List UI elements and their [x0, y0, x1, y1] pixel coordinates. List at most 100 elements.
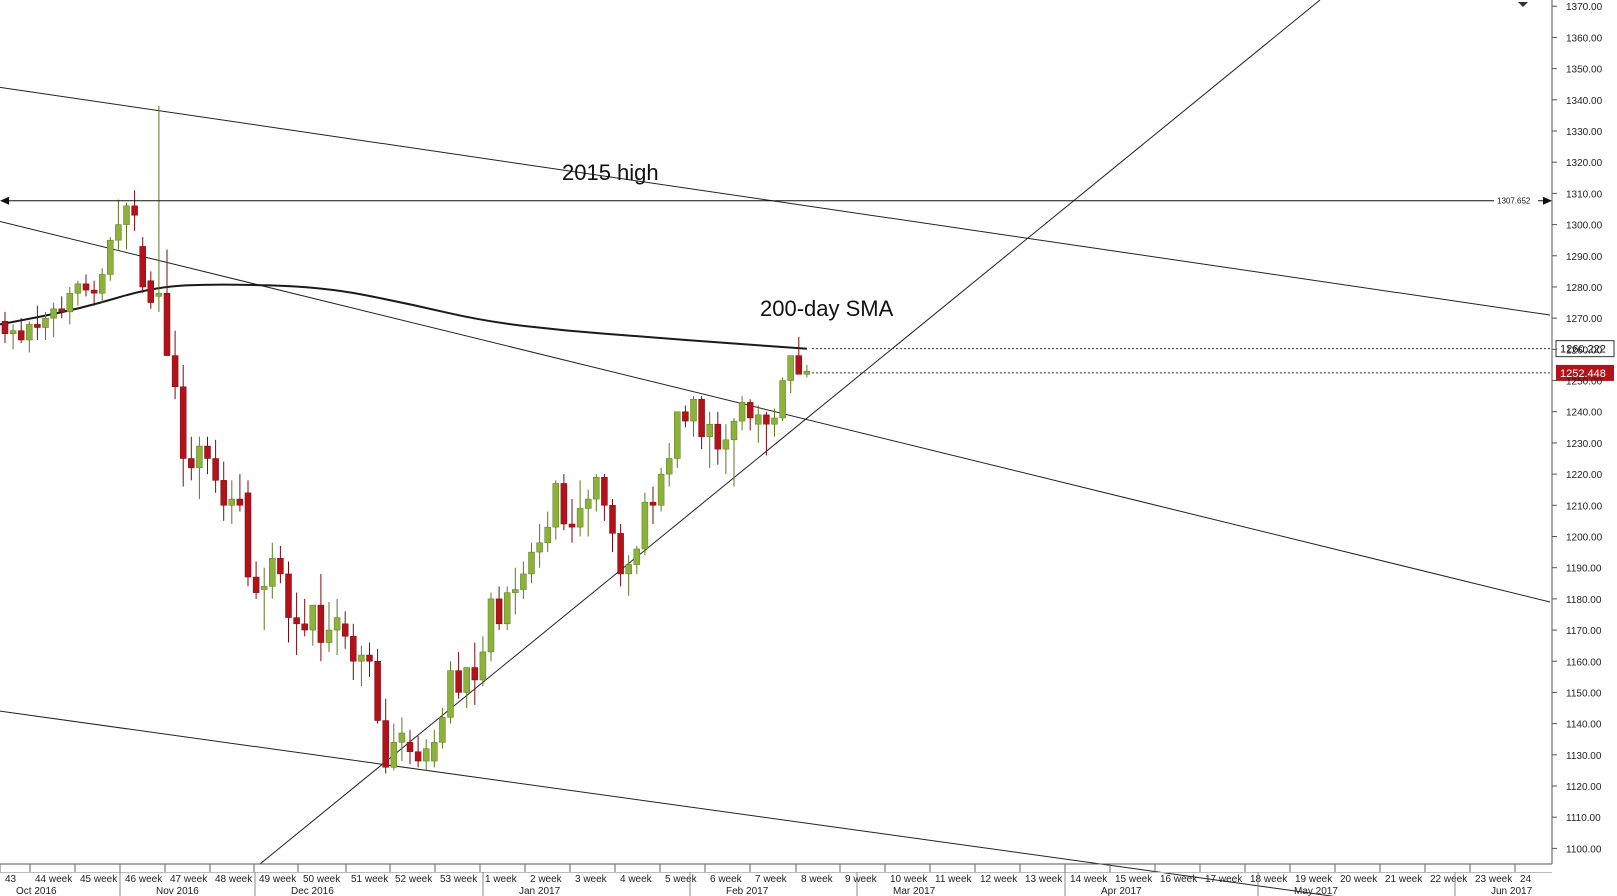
candle[interactable]: [698, 396, 705, 450]
candle[interactable]: [1, 311, 9, 344]
candle[interactable]: [649, 486, 657, 525]
scroll-down-icon[interactable]: [1518, 2, 1528, 7]
candle[interactable]: [414, 736, 422, 768]
candle[interactable]: [58, 296, 65, 319]
candle[interactable]: [293, 592, 300, 656]
candle[interactable]: [487, 592, 495, 662]
candle[interactable]: [722, 424, 730, 475]
candle[interactable]: [171, 330, 179, 400]
candle[interactable]: [528, 542, 535, 584]
candle[interactable]: [50, 302, 57, 337]
candle[interactable]: [803, 364, 811, 378]
candle[interactable]: [584, 489, 592, 537]
candle[interactable]: [406, 729, 414, 765]
candle[interactable]: [455, 651, 462, 699]
candle[interactable]: [625, 555, 632, 596]
candle[interactable]: [674, 411, 681, 468]
candle[interactable]: [520, 561, 527, 599]
candle[interactable]: [714, 411, 722, 465]
candle[interactable]: [17, 318, 25, 344]
candle[interactable]: [706, 411, 713, 468]
candle[interactable]: [552, 480, 560, 540]
candle[interactable]: [601, 474, 608, 521]
candle[interactable]: [544, 511, 551, 553]
candle[interactable]: [495, 586, 503, 631]
levels[interactable]: 1307.652 1260.222 1252.448: [0, 194, 1615, 381]
candle[interactable]: [107, 237, 114, 281]
trendlines[interactable]: [0, 0, 1551, 896]
candle[interactable]: [503, 586, 511, 631]
candle[interactable]: [657, 467, 665, 512]
candle[interactable]: [66, 286, 74, 325]
candle[interactable]: [682, 405, 689, 428]
candle[interactable]: [42, 311, 49, 340]
candle[interactable]: [779, 377, 786, 422]
candle[interactable]: [285, 561, 292, 643]
candle[interactable]: [617, 524, 624, 587]
candle[interactable]: [123, 202, 130, 250]
candle[interactable]: [252, 561, 260, 599]
candles[interactable]: [1, 106, 811, 774]
candle[interactable]: [9, 324, 17, 350]
candle[interactable]: [536, 524, 543, 568]
candle[interactable]: [755, 405, 762, 443]
candle[interactable]: [374, 648, 381, 724]
candle[interactable]: [795, 336, 803, 375]
candle[interactable]: [34, 305, 41, 340]
candle[interactable]: [568, 499, 576, 543]
candle[interactable]: [196, 436, 203, 500]
candle[interactable]: [641, 492, 649, 556]
candle[interactable]: [576, 480, 584, 537]
candle[interactable]: [333, 598, 341, 656]
candle[interactable]: [269, 542, 276, 599]
candle[interactable]: [771, 408, 778, 437]
candle[interactable]: [633, 545, 641, 574]
candle[interactable]: [131, 190, 138, 231]
candle[interactable]: [139, 237, 146, 294]
candle[interactable]: [188, 436, 195, 481]
candle[interactable]: [447, 661, 454, 724]
candle[interactable]: [301, 598, 308, 637]
candle[interactable]: [325, 601, 333, 652]
candle[interactable]: [763, 411, 770, 456]
candle[interactable]: [479, 636, 487, 687]
candle[interactable]: [746, 399, 754, 431]
candle[interactable]: [260, 567, 268, 631]
candle[interactable]: [422, 739, 430, 771]
trendline[interactable]: [0, 710, 1550, 896]
candle[interactable]: [236, 474, 244, 512]
candle[interactable]: [90, 280, 98, 306]
candle[interactable]: [609, 499, 616, 553]
candle[interactable]: [512, 567, 519, 615]
candle[interactable]: [317, 573, 325, 662]
candle[interactable]: [787, 355, 794, 394]
candle[interactable]: [390, 723, 398, 771]
candle[interactable]: [228, 480, 236, 525]
candle[interactable]: [471, 642, 479, 705]
candle[interactable]: [382, 698, 389, 774]
candle[interactable]: [350, 623, 357, 680]
sma-line[interactable]: [0, 283, 807, 350]
candle[interactable]: [74, 280, 82, 306]
candle[interactable]: [244, 480, 252, 587]
candle[interactable]: [82, 274, 90, 297]
candle[interactable]: [358, 645, 365, 687]
candle[interactable]: [163, 249, 171, 356]
candle[interactable]: [730, 417, 738, 487]
candle[interactable]: [560, 474, 568, 531]
candle[interactable]: [179, 364, 187, 487]
candle[interactable]: [690, 396, 697, 437]
candle[interactable]: [431, 729, 438, 768]
candle[interactable]: [366, 642, 373, 677]
candle[interactable]: [341, 611, 349, 649]
candle[interactable]: [463, 667, 470, 709]
candle[interactable]: [439, 708, 446, 749]
candle[interactable]: [220, 461, 227, 521]
candle[interactable]: [155, 106, 163, 312]
candle[interactable]: [309, 604, 317, 646]
candle[interactable]: [212, 439, 219, 493]
sma-200-line[interactable]: [0, 283, 807, 350]
candle[interactable]: [593, 474, 600, 512]
